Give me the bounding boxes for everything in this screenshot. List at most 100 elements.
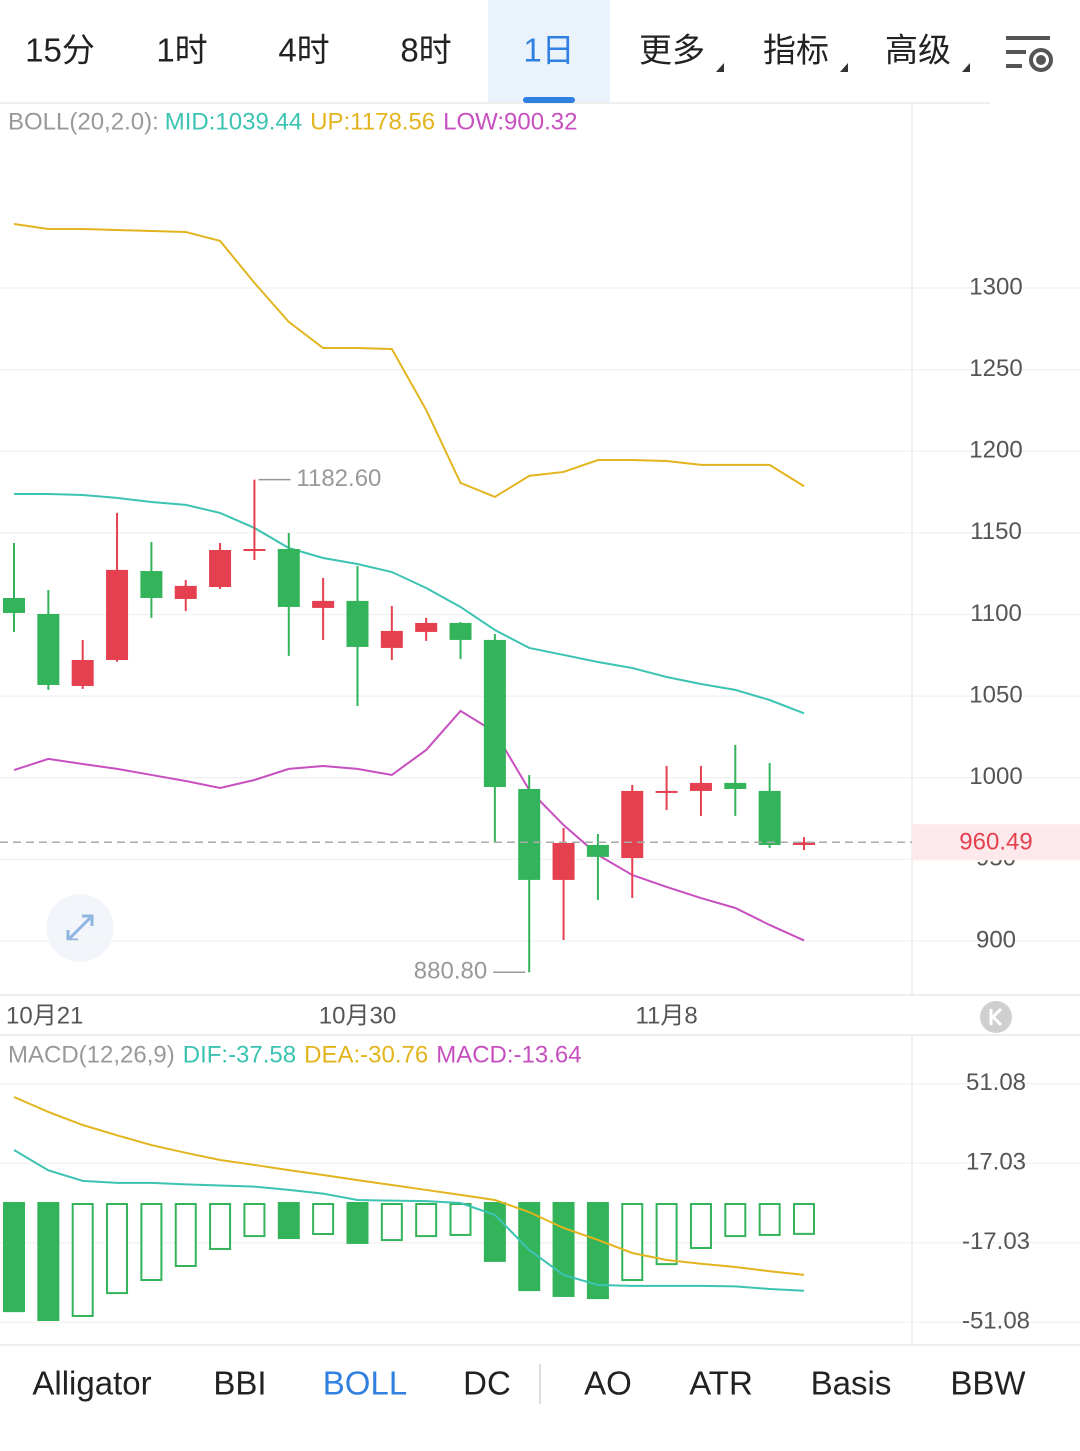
candle-body — [312, 600, 335, 608]
candle-body — [71, 660, 94, 686]
candle-body — [380, 630, 403, 648]
expand-button[interactable] — [46, 894, 114, 962]
macd-bar — [312, 1203, 335, 1236]
macd-bar — [586, 1202, 609, 1300]
annotation: 1182.60 — [296, 465, 381, 492]
tab[interactable]: 1日 — [523, 32, 574, 69]
indicator-tab[interactable]: BOLL — [323, 1365, 407, 1402]
band-line — [14, 492, 805, 715]
k-button[interactable] — [980, 1001, 1012, 1033]
macd-bar — [415, 1203, 438, 1238]
y-tick-label: 900 — [976, 926, 1016, 953]
macd-bar — [689, 1203, 712, 1250]
candle-body — [793, 842, 815, 845]
macd-bar — [346, 1202, 369, 1244]
candle-body — [346, 600, 369, 647]
indicator-tab[interactable]: BBI — [213, 1365, 266, 1402]
indicator-tab[interactable]: BBW — [950, 1365, 1026, 1402]
y-tick-label: -17.03 — [962, 1228, 1030, 1255]
candle-body — [689, 782, 712, 791]
macd-bar — [380, 1203, 403, 1242]
candle-body — [174, 585, 197, 599]
y-tick-label: 51.08 — [966, 1069, 1026, 1096]
macd-bar — [449, 1203, 472, 1236]
macd-bar — [71, 1203, 94, 1317]
dropdown-mark — [716, 63, 724, 72]
candle-body — [724, 782, 747, 789]
legend-item: MID:1039.44 — [165, 108, 302, 135]
macd-bar — [174, 1203, 197, 1267]
tab[interactable]: 4时 — [278, 32, 329, 69]
candle-body — [243, 549, 266, 551]
candle-body — [621, 790, 644, 859]
macd-bar — [518, 1202, 541, 1292]
candle-body — [3, 597, 25, 613]
tab-active-bg — [488, 0, 610, 102]
band-line — [13, 222, 805, 499]
candle-body — [449, 622, 472, 640]
macd-bar — [3, 1202, 25, 1313]
tab[interactable]: 8时 — [400, 32, 451, 69]
macd-bar — [37, 1202, 60, 1322]
macd-bar — [277, 1202, 300, 1240]
macd-bar — [724, 1203, 747, 1238]
macd-bar — [483, 1202, 506, 1262]
candle-body — [277, 549, 300, 607]
x-tick-label: 10月21 — [6, 1002, 83, 1029]
tab[interactable]: 指标 — [763, 32, 829, 69]
candle-body — [106, 569, 129, 661]
tab[interactable]: 15分 — [25, 32, 95, 69]
y-tick-label: 1050 — [969, 681, 1022, 708]
dropdown-mark — [840, 63, 848, 72]
tab-indicator — [523, 97, 575, 103]
band-line — [13, 709, 805, 942]
indicator-tab[interactable]: ATR — [689, 1365, 753, 1402]
candle-body — [140, 571, 163, 598]
tab[interactable]: 1时 — [156, 32, 207, 69]
indicator-tab[interactable]: Alligator — [32, 1365, 151, 1402]
indicator-tab[interactable]: DC — [463, 1365, 511, 1402]
y-tick-label: 1250 — [969, 355, 1022, 382]
candle-body — [552, 843, 575, 880]
macd-bar — [655, 1203, 678, 1266]
macd-bar — [243, 1203, 266, 1238]
legend-item: LOW:900.32 — [443, 108, 577, 135]
y-tick-label: 1100 — [970, 600, 1022, 627]
y-tick-label: 17.03 — [966, 1149, 1026, 1176]
annotation: 880.80 — [414, 958, 487, 985]
x-tick-label: 11月8 — [635, 1002, 697, 1029]
y-tick-label: 1300 — [969, 273, 1022, 300]
macd-line — [13, 1149, 805, 1292]
y-tick-label: 1150 — [970, 518, 1022, 545]
macd-bar — [758, 1203, 781, 1236]
candle-body — [209, 549, 232, 588]
candle-body — [483, 639, 506, 788]
last-price-tag — [912, 824, 1080, 861]
legend-item: DEA:-30.76 — [304, 1041, 428, 1068]
settings-icon[interactable] — [1006, 36, 1053, 72]
legend-item: MACD:-13.64 — [436, 1041, 581, 1068]
macd-bar — [621, 1203, 644, 1282]
macd-bar — [140, 1203, 163, 1282]
candle-body — [37, 613, 60, 685]
macd-bar — [106, 1203, 129, 1295]
macd-bar — [209, 1203, 232, 1250]
candle-body — [655, 790, 678, 793]
y-tick-label: 1200 — [969, 437, 1022, 464]
candle-body — [758, 790, 781, 845]
indicator-tab[interactable]: AO — [584, 1365, 632, 1402]
legend-item: DIF:-37.58 — [183, 1041, 296, 1068]
macd-bar — [793, 1203, 815, 1235]
candle-body — [415, 622, 438, 632]
dropdown-mark — [962, 63, 970, 72]
x-tick-label: 10月30 — [319, 1002, 396, 1029]
candle-body — [586, 844, 609, 857]
legend-item: UP:1178.56 — [310, 108, 435, 135]
tab[interactable]: 更多 — [639, 32, 705, 69]
tab[interactable]: 高级 — [885, 32, 951, 69]
y-tick-label: -51.08 — [962, 1308, 1030, 1335]
macd-bar — [552, 1202, 575, 1297]
indicator-tab[interactable]: Basis — [811, 1365, 892, 1402]
legend-label: MACD(12,26,9) — [8, 1041, 175, 1068]
